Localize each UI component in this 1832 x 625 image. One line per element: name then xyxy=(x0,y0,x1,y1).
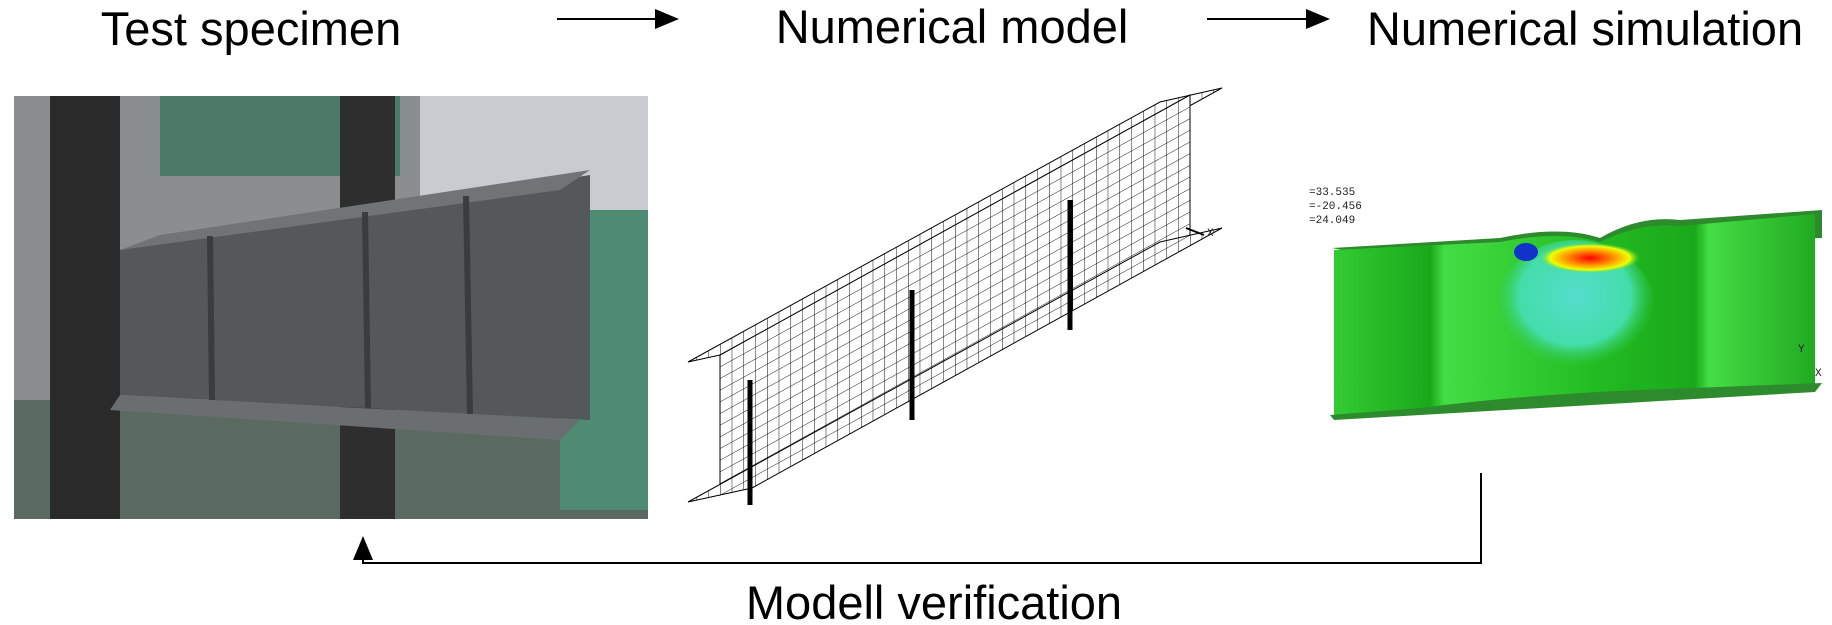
simulation-result: =33.535 =-20.456 =24.049 Y X xyxy=(1309,187,1822,420)
feedback-arrow xyxy=(353,473,1482,564)
beam-flange xyxy=(110,395,580,440)
stiffener xyxy=(207,235,215,401)
axis-label: X xyxy=(1207,228,1214,240)
axis-arrow xyxy=(1185,227,1205,236)
stiffener xyxy=(463,195,473,415)
stiffener xyxy=(362,211,371,409)
legend-value: =-20.456 xyxy=(1309,201,1362,213)
footer-label: Modell verification xyxy=(746,576,1122,625)
step-label: Numerical model xyxy=(776,0,1129,53)
stress-region xyxy=(1495,240,1655,380)
legend-value: =24.049 xyxy=(1309,215,1355,227)
mesh-model: X xyxy=(687,87,1223,505)
beam-web xyxy=(120,175,590,420)
column xyxy=(50,96,120,519)
step-label: Numerical simulation xyxy=(1367,2,1803,55)
beam-flange xyxy=(120,170,590,250)
axis-label: Y xyxy=(1798,344,1805,356)
mesh-web xyxy=(719,94,1191,496)
mesh-flange xyxy=(687,227,1223,503)
sim-bottom-flange xyxy=(1330,383,1822,420)
axis-label: X xyxy=(1815,368,1822,380)
test-photo xyxy=(14,96,648,519)
step-label: Test specimen xyxy=(101,2,401,55)
stress-min xyxy=(1514,243,1538,261)
stress-peak xyxy=(1540,243,1640,273)
legend-value: =33.535 xyxy=(1309,187,1355,199)
